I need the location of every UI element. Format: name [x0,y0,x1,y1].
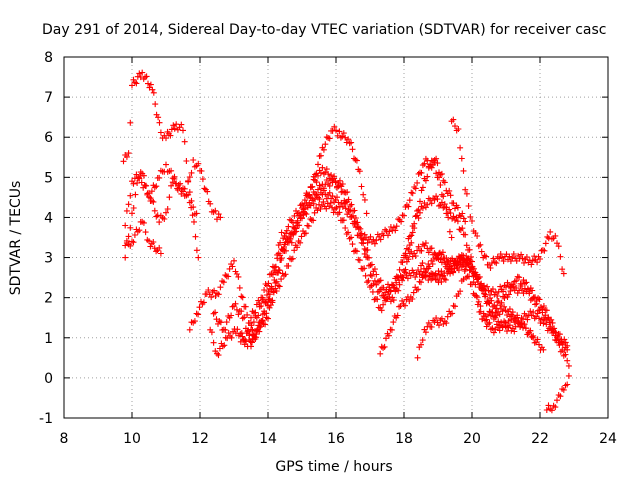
y-tick-label: 6 [44,130,53,146]
y-tick-label: 1 [44,331,53,347]
series-track-13 [448,116,567,277]
series-track-16 [543,372,572,414]
x-tick-label: 18 [395,431,413,447]
y-tick-label: 5 [44,170,53,186]
data-point-markers [186,257,271,341]
x-tick-label: 22 [531,431,549,447]
data-point-markers [122,173,200,261]
data-points [120,69,572,414]
y-tick-label: 2 [44,291,53,307]
data-point-markers [414,255,547,361]
series-track-5 [186,257,271,341]
series-track-15 [414,255,547,361]
chart-title: Day 291 of 2014, Sidereal Day-to-day VTE… [42,22,606,38]
x-tick-label: 8 [60,431,69,447]
data-point-markers [120,69,202,261]
plot-frame [63,56,609,419]
x-tick-label: 20 [463,431,481,447]
data-point-markers [122,218,164,257]
y-axis-label: SDTVAR / TECUs [8,181,24,296]
x-tick-label: 10 [123,431,141,447]
y-tick-label: 3 [44,251,53,267]
series-track-1 [120,69,202,261]
y-tick-label: 8 [44,50,53,66]
x-tick-label: 24 [599,431,617,447]
data-point-markers [448,116,567,277]
y-tick-label: 0 [44,371,53,387]
data-point-markers [543,372,572,414]
series-track-4 [122,218,164,257]
y-tick-label: 4 [44,210,53,226]
x-tick-label: 14 [259,431,277,447]
grid [64,57,608,418]
x-tick-label: 12 [191,431,209,447]
x-axis-label: GPS time / hours [275,459,392,475]
series-track-3 [122,173,200,261]
x-tick-label: 16 [327,431,345,447]
y-tick-label: -1 [39,411,53,427]
y-tick-label: 7 [44,90,53,106]
